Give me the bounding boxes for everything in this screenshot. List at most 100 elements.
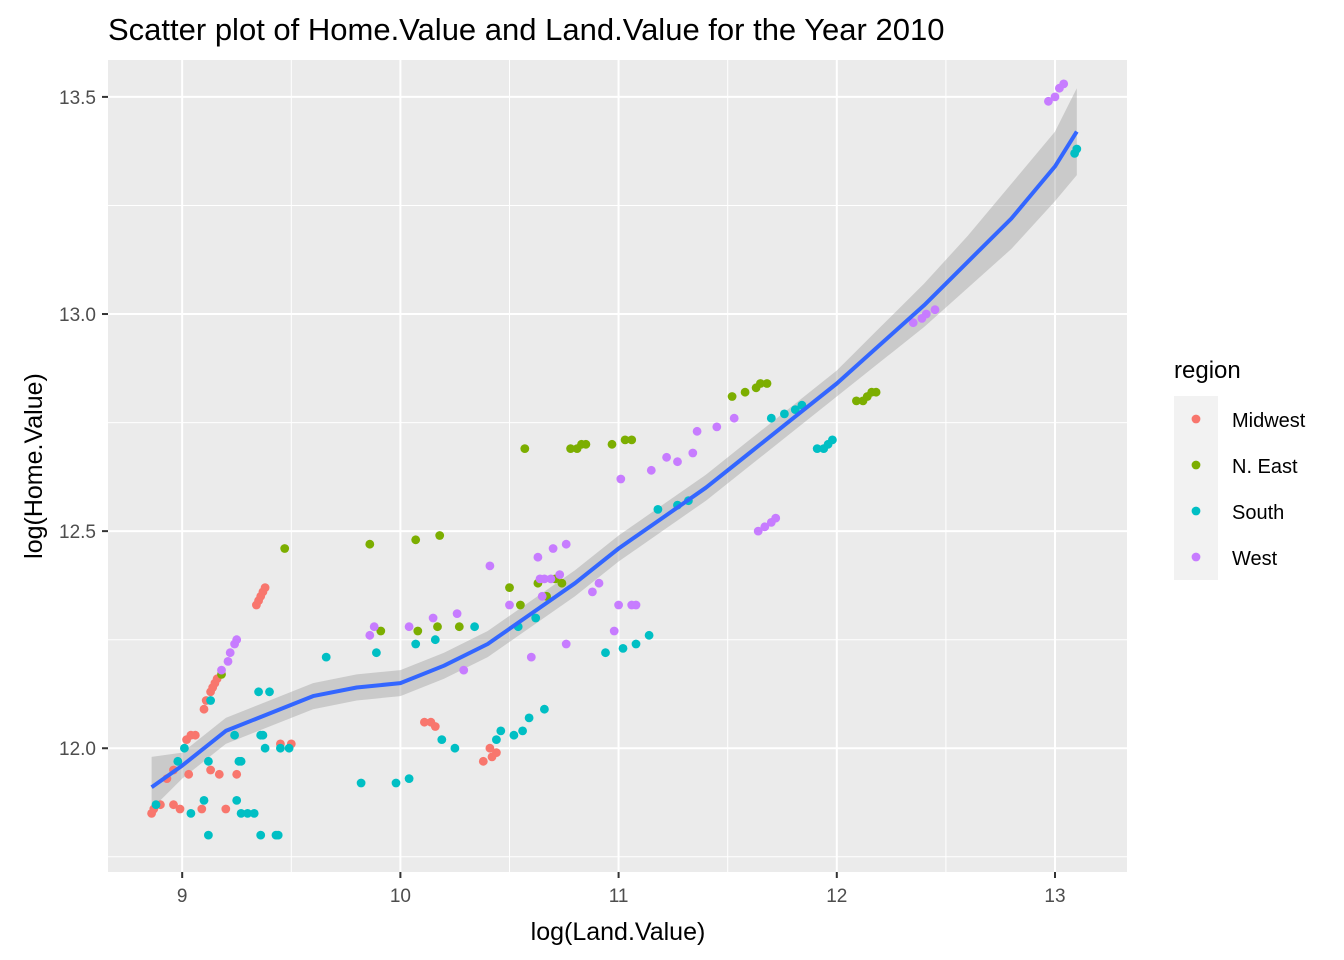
plot-panel <box>108 60 1127 872</box>
data-point <box>236 756 246 766</box>
data-point <box>492 735 501 744</box>
data-point <box>236 809 246 818</box>
data-point <box>662 452 671 462</box>
data-point <box>356 778 366 788</box>
data-point <box>548 544 558 553</box>
data-point <box>581 439 591 449</box>
data-point <box>420 717 429 727</box>
data-point <box>372 648 381 658</box>
data-point <box>214 769 224 779</box>
data-point <box>173 756 183 766</box>
data-point <box>756 379 765 388</box>
legend-label: West <box>1232 548 1278 570</box>
data-point <box>260 743 270 753</box>
data-point <box>518 726 527 736</box>
x-tick-label: 10 <box>390 886 411 907</box>
data-point <box>496 726 506 736</box>
y-axis-ticks: 12.0 12.5 13.0 13.5 <box>59 88 108 760</box>
data-point <box>607 439 617 449</box>
legend-keys: Midwest N. East South West <box>1174 396 1306 580</box>
legend-label: Midwest <box>1232 410 1306 432</box>
legend-key-dot <box>1191 460 1201 470</box>
data-point <box>197 804 207 814</box>
data-point <box>616 474 626 484</box>
data-point <box>520 444 530 453</box>
data-point <box>186 809 196 818</box>
legend-key-dot <box>1191 506 1201 516</box>
data-point <box>729 413 739 423</box>
data-point <box>365 630 375 640</box>
data-point <box>540 574 549 584</box>
y-tick-label: 13.5 <box>59 88 96 109</box>
data-point <box>404 774 414 783</box>
data-point <box>273 830 283 840</box>
data-point <box>180 743 189 753</box>
data-point <box>411 535 421 545</box>
data-point <box>753 526 763 536</box>
data-point <box>470 622 479 632</box>
data-point <box>688 448 698 458</box>
data-point <box>190 730 200 740</box>
data-point <box>760 522 770 532</box>
data-point <box>204 830 213 840</box>
data-point <box>531 613 541 623</box>
data-point <box>692 426 702 436</box>
x-tick-label: 9 <box>177 886 188 907</box>
data-point <box>601 648 610 658</box>
data-point <box>485 743 495 753</box>
data-point <box>740 387 750 397</box>
data-point <box>175 804 185 814</box>
data-point <box>566 444 575 453</box>
series-n-east <box>217 379 881 679</box>
legend-label: South <box>1232 502 1284 524</box>
data-point <box>653 505 663 514</box>
data-point <box>413 626 423 636</box>
smooth-trend-line <box>150 130 1079 789</box>
data-point <box>537 591 547 601</box>
data-point <box>712 422 722 432</box>
data-point <box>369 622 379 632</box>
data-point <box>256 830 266 840</box>
legend-label: N. East <box>1232 456 1298 478</box>
data-point <box>391 778 401 788</box>
data-point <box>232 769 242 779</box>
data-point <box>223 657 233 666</box>
legend-key-dot <box>1191 414 1201 424</box>
data-point <box>516 600 525 610</box>
data-point <box>260 583 270 592</box>
data-point <box>533 552 543 562</box>
data-point <box>230 730 240 740</box>
data-point <box>169 800 178 810</box>
y-tick-label: 12.0 <box>59 739 96 760</box>
legend-key-dot <box>1191 552 1201 562</box>
data-point <box>588 587 597 597</box>
data-point <box>620 435 630 445</box>
data-point <box>284 743 294 753</box>
data-point <box>828 435 837 445</box>
data-point <box>452 609 462 618</box>
data-point <box>450 743 460 753</box>
data-point <box>404 622 414 632</box>
data-point <box>540 704 549 714</box>
data-point <box>646 465 656 475</box>
grid-minor <box>108 60 1127 872</box>
data-point <box>435 531 445 540</box>
series-west <box>217 79 1069 675</box>
data-point <box>206 765 216 775</box>
data-point <box>365 539 375 549</box>
data-point <box>376 626 386 636</box>
data-point <box>852 396 861 406</box>
data-point <box>930 305 940 315</box>
data-point <box>459 665 469 675</box>
data-point <box>225 648 235 658</box>
data-point <box>221 804 231 814</box>
data-point <box>199 796 209 805</box>
data-point <box>871 387 881 397</box>
data-point <box>618 644 628 653</box>
data-point <box>505 583 514 592</box>
data-point <box>766 413 776 423</box>
data-point <box>780 409 789 419</box>
data-point <box>644 630 654 640</box>
data-point <box>727 392 737 401</box>
